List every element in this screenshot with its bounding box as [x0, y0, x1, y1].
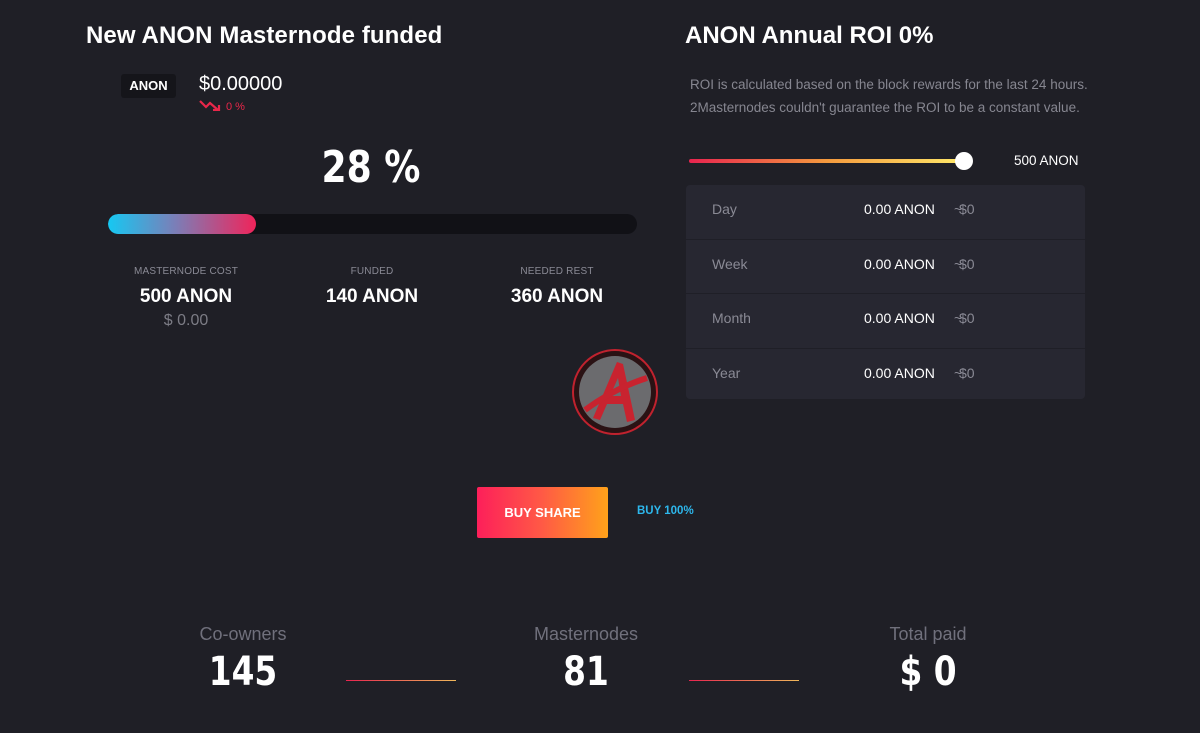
roi-usd: $0	[959, 255, 975, 272]
masternode-title: New ANON Masternode funded	[86, 22, 443, 49]
roi-row-week: Week 0.00 ANON ~ $0	[686, 240, 1085, 294]
stat-needed-rest: NEEDED REST 360 ANON	[457, 266, 657, 308]
divider	[346, 680, 456, 681]
funding-progress-bar	[108, 214, 637, 234]
divider	[689, 680, 799, 681]
coin-price: $0.00000	[199, 73, 283, 95]
price-change-value: 0 %	[226, 100, 245, 113]
amount-slider-track[interactable]	[689, 159, 965, 163]
anon-logo-icon	[571, 348, 659, 436]
bottom-stat-value: 81	[563, 649, 609, 695]
bottom-stat-value: $ 0	[899, 649, 957, 695]
roi-title: ANON Annual ROI 0%	[685, 22, 934, 49]
roi-tilde: ~	[954, 310, 963, 326]
bottom-stat-label: Total paid	[889, 624, 967, 644]
roi-amount: 0.00 ANON	[864, 201, 935, 217]
stat-label: FUNDED	[350, 266, 394, 277]
roi-row-month: Month 0.00 ANON ~ $0	[686, 294, 1085, 349]
roi-tilde: ~	[954, 255, 963, 272]
roi-usd: $0	[959, 310, 975, 326]
roi-period: Year	[712, 364, 741, 381]
stat-value: 140 ANON	[325, 286, 419, 307]
roi-tilde: ~	[954, 364, 963, 381]
roi-period: Week	[712, 255, 748, 272]
coin-badge: ANON	[121, 74, 176, 98]
roi-amount: 0.00 ANON	[864, 255, 935, 272]
stat-value: 360 ANON	[510, 286, 604, 307]
bottom-stat-value: 145	[208, 649, 278, 695]
roi-tilde: ~	[954, 201, 963, 217]
roi-amount: 0.00 ANON	[864, 310, 935, 326]
trend-down-icon	[199, 99, 223, 114]
roi-table: Day 0.00 ANON ~ $0 Week 0.00 ANON ~ $0 M…	[686, 185, 1085, 399]
slider-value: 500 ANON	[1014, 153, 1079, 168]
roi-usd: $0	[959, 201, 975, 217]
bottom-stat-label: Co-owners	[199, 624, 287, 644]
amount-slider-thumb[interactable]	[955, 152, 973, 170]
roi-amount: 0.00 ANON	[864, 364, 935, 381]
roi-row-year: Year 0.00 ANON ~ $0	[686, 349, 1085, 403]
roi-usd: $0	[959, 364, 975, 381]
funded-percent: 28 %	[321, 142, 421, 193]
stat-total-paid: Total paid $ 0	[818, 624, 1038, 695]
funding-progress-fill	[108, 214, 257, 234]
stat-label: NEEDED REST	[520, 266, 594, 277]
roi-period: Month	[712, 310, 751, 326]
buy-100-link[interactable]: BUY 100%	[637, 505, 694, 517]
stat-usd: $ 0.00	[163, 312, 209, 329]
roi-period: Day	[712, 201, 737, 217]
roi-row-day: Day 0.00 ANON ~ $0	[686, 185, 1085, 240]
stat-value: 500 ANON	[139, 286, 233, 307]
price-change: 0 %	[199, 99, 245, 114]
stat-co-owners: Co-owners 145	[133, 624, 353, 695]
buy-share-button[interactable]: BUY SHARE	[477, 487, 608, 538]
stat-masternodes: Masternodes 81	[476, 624, 696, 695]
roi-description: ROI is calculated based on the block rew…	[690, 77, 1088, 115]
bottom-stat-label: Masternodes	[533, 624, 639, 644]
stat-funded: FUNDED 140 ANON	[272, 266, 472, 308]
stat-masternode-cost: MASTERNODE COST 500 ANON $ 0.00	[86, 266, 286, 330]
stat-label: MASTERNODE COST	[133, 266, 239, 277]
